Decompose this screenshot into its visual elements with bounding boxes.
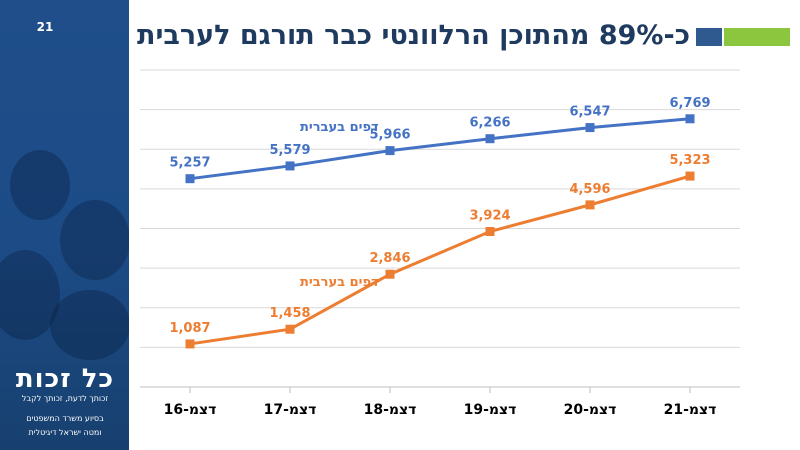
data-label: 2,846 [369, 251, 410, 266]
title-accent-bar-green [724, 28, 790, 46]
data-label: 5,257 [169, 156, 210, 171]
series-label-hebrew: דפים בעברית [300, 120, 379, 135]
data-point [585, 200, 595, 210]
title-accent-bar-blue [696, 28, 722, 46]
chart-series [185, 114, 695, 349]
data-label: 5,579 [269, 143, 310, 158]
data-label: 1,458 [269, 306, 310, 321]
logo-tagline: זכותך לדעת, זכותך לקבל [21, 394, 109, 403]
x-tick-label: דצמ-19 [464, 402, 517, 418]
chart-x-axis: דצמ-16 דצמ-17 דצמ-18 דצמ-19 דצמ-20 דצמ-21 [140, 386, 740, 418]
data-point [385, 269, 395, 279]
data-point [385, 146, 395, 156]
x-tick-label: דצמ-20 [564, 402, 617, 418]
data-label: 1,087 [169, 321, 210, 336]
data-point [285, 324, 295, 334]
data-point [685, 114, 695, 124]
x-tick-label: דצמ-16 [164, 402, 217, 418]
data-label: 6,266 [469, 116, 510, 131]
data-label: 3,924 [469, 209, 510, 224]
data-label: 6,769 [669, 96, 710, 111]
footer-credit-line-1: בסיוע משרד המשפטים [26, 414, 104, 423]
background-figure [0, 250, 60, 340]
slide-title: כ-89% מהתוכן הרלוונטי כבר תורגם לערבית [137, 20, 690, 51]
x-tick-label: דצמ-17 [264, 402, 317, 418]
background-figure [50, 290, 129, 360]
chart-gridlines [140, 69, 740, 348]
background-figure [10, 150, 70, 220]
background-figure [60, 200, 129, 280]
chart-data-labels: 5,257 5,579 5,966 6,266 6,547 6,769 1,087 1,458… [169, 96, 710, 336]
data-point [285, 161, 295, 171]
data-point [485, 134, 495, 144]
page-number: 21 [36, 20, 54, 34]
data-label: 6,547 [569, 105, 610, 120]
logo: כל זכות [15, 364, 115, 394]
series-line [189, 174, 691, 346]
sidebar-photo-panel: 21 כל זכות זכותך לדעת, זכותך לקבל בסיוע … [0, 0, 129, 450]
data-label: 5,323 [669, 153, 710, 168]
data-point [185, 174, 195, 184]
data-label: 4,596 [569, 182, 610, 197]
data-label: 5,966 [369, 128, 410, 143]
data-point [585, 123, 595, 133]
x-tick-label: דצמ-18 [364, 402, 417, 418]
series-label-arabic: דפים בערבית [300, 275, 379, 290]
data-point [685, 171, 695, 181]
x-tick-label: דצמ-21 [664, 402, 717, 418]
data-point [185, 339, 195, 349]
series-line [189, 117, 691, 181]
footer-credit-line-2: ומטה ישראל דיגיטלית [28, 428, 102, 437]
data-point [485, 227, 495, 237]
